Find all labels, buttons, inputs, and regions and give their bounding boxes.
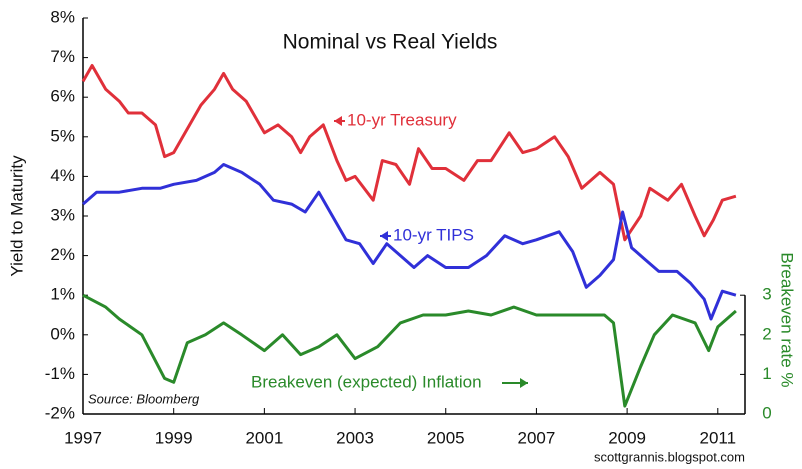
y-tick-label: 5% [50, 126, 75, 145]
x-tick-label: 2005 [427, 428, 465, 447]
y2-tick-label: 2 [762, 324, 771, 343]
x-tick-label: 2001 [245, 428, 283, 447]
series-label: Breakeven (expected) Inflation [251, 372, 482, 391]
series-label: 10-yr Treasury [347, 110, 457, 129]
credit: scottgrannis.blogspot.com [594, 449, 745, 464]
y-tick-label: 7% [50, 47, 75, 66]
y-tick-label: 6% [50, 87, 75, 106]
series-line [81, 64, 737, 242]
chart-title: Nominal vs Real Yields [283, 31, 498, 54]
arrow-head [334, 116, 342, 126]
y-tick-label: 0% [50, 324, 75, 343]
y-tick-label: 4% [50, 166, 75, 185]
y-tick-label: 2% [50, 245, 75, 264]
series-line [82, 163, 737, 321]
source-note: Source: Bloomberg [88, 391, 200, 406]
x-tick-label: 2007 [518, 428, 556, 447]
x-tick-label: 1997 [64, 428, 102, 447]
y2-axis-label: Breakeven rate % [778, 252, 797, 387]
x-tick-label: 1999 [155, 428, 193, 447]
y2-tick-label: 3 [762, 285, 771, 304]
y2-tick-label: 1 [762, 364, 771, 383]
y-tick-label: -1% [45, 364, 75, 383]
y-tick-label: 1% [50, 285, 75, 304]
y-tick-label: 3% [50, 205, 75, 224]
y-tick-label: 8% [50, 7, 75, 26]
arrow-head [520, 378, 528, 388]
title-box [260, 22, 520, 62]
series-line [82, 293, 737, 408]
x-tick-label: 2003 [336, 428, 374, 447]
y-tick-label: -2% [45, 403, 75, 422]
series-label: 10-yr TIPS [393, 225, 474, 244]
arrow-head [380, 231, 388, 241]
y-axis-label: Yield to Maturity [7, 155, 26, 277]
x-tick-label: 2009 [608, 428, 646, 447]
y2-tick-label: 0 [762, 403, 771, 422]
x-tick-label: 2011 [700, 428, 737, 447]
